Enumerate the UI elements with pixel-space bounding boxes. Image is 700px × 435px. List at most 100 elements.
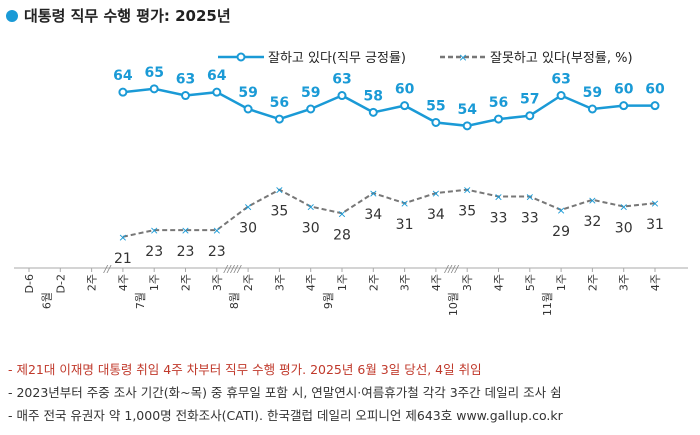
approve-data-label: 65	[144, 65, 163, 81]
x-tick-label: 2주	[242, 274, 255, 291]
disapprove-data-label: 33	[490, 210, 508, 226]
legend-approve-label: 잘하고 있다(직무 긍정률)	[268, 51, 406, 66]
x-month-label: 9월	[322, 292, 335, 309]
disapprove-data-label: 23	[145, 244, 163, 260]
disapprove-point: ×	[275, 184, 284, 197]
disapprove-point: ×	[619, 201, 628, 214]
approve-data-label: 64	[113, 68, 133, 84]
footnote-2: - 2023년부터 주중 조사 기간(화~목) 중 휴무일 포함 시, 연말연시…	[8, 385, 562, 400]
x-tick-label: 1주	[336, 274, 349, 291]
disapprove-point: ×	[306, 201, 315, 214]
chart-title-row: 대통령 직무 수행 평가: 2025년	[6, 5, 231, 26]
disapprove-point: ×	[150, 224, 159, 237]
approve-point	[619, 101, 629, 111]
approve-point	[149, 84, 159, 94]
disapprove-point: ×	[463, 184, 472, 197]
x-tick-label: D-6	[23, 274, 36, 293]
approve-data-label: 63	[176, 72, 195, 88]
approve-data-label: 60	[395, 82, 415, 98]
x-tick-label: 3주	[211, 274, 224, 291]
disapprove-data-label: 30	[302, 221, 320, 237]
disapprove-point: ×	[556, 204, 565, 217]
disapprove-data-label: 28	[333, 227, 351, 243]
x-tick-label: 2주	[86, 274, 99, 291]
axis-break-mark: //	[103, 264, 112, 275]
disapprove-data-label: 34	[364, 207, 382, 223]
approve-data-label: 63	[551, 72, 570, 88]
disapprove-data-label: 23	[177, 244, 195, 260]
disapprove-point: ×	[650, 197, 659, 210]
x-tick-label: 4주	[117, 274, 130, 291]
approve-point	[368, 107, 378, 117]
x-tick-label: D-2	[54, 274, 67, 293]
footnote-3: - 매주 전국 유권자 약 1,000명 전화조사(CATI). 한국갤럽 데일…	[8, 408, 563, 423]
chart-title: 대통령 직무 수행 평가: 2025년	[24, 7, 231, 25]
approve-point	[525, 111, 535, 121]
disapprove-point: ×	[588, 194, 597, 207]
x-tick-label: 1주	[148, 274, 161, 291]
disapprove-point: ×	[525, 190, 534, 203]
disapprove-data-label: 30	[239, 221, 257, 237]
disapprove-data-label: 32	[583, 214, 601, 230]
axis-break-mark: /////	[223, 264, 242, 275]
disapprove-point: ×	[337, 207, 346, 220]
approve-point	[650, 101, 660, 111]
approve-data-label: 57	[520, 92, 539, 108]
approve-data-label: 60	[645, 82, 665, 98]
legend-disapprove-label: 잘못하고 있다(부정률, %)	[490, 51, 633, 66]
approve-data-label: 59	[583, 85, 602, 101]
disapprove-data-label: 31	[646, 217, 664, 233]
x-tick-label: 2주	[180, 274, 193, 291]
x-tick-label: 4주	[430, 274, 443, 291]
axis-break-mark: ////	[444, 264, 460, 275]
approve-point	[243, 104, 253, 114]
x-tick-label: 3주	[618, 274, 631, 291]
x-tick-label: 3주	[461, 274, 474, 291]
x-month-label: 7월	[134, 292, 147, 309]
footnotes: - 제21대 이재명 대통령 취임 4주 차부터 직무 수행 평가. 2025년…	[8, 358, 563, 427]
approve-data-label: 64	[207, 68, 227, 84]
approve-point	[274, 114, 284, 124]
disapprove-data-label: 29	[552, 224, 570, 240]
disapprove-point: ×	[243, 201, 252, 214]
x-month-label: 11월	[541, 292, 554, 316]
x-tick-label: 2주	[367, 274, 380, 291]
disapprove-point: ×	[400, 197, 409, 210]
approve-point	[181, 91, 190, 101]
approve-point	[494, 114, 503, 124]
approve-data-label: 54	[457, 102, 477, 118]
x-tick-label: 5주	[524, 274, 537, 291]
x-tick-label: 3주	[399, 274, 412, 291]
disapprove-data-label: 31	[396, 217, 414, 233]
x-month-label: 6월	[40, 292, 53, 309]
approve-data-label: 58	[364, 88, 383, 104]
approve-point	[306, 104, 316, 114]
disapprove-point: ×	[118, 231, 127, 244]
disapprove-data-label: 35	[458, 204, 476, 220]
approve-point	[587, 104, 597, 114]
approve-data-label: 56	[489, 95, 508, 111]
disapprove-point: ×	[431, 187, 440, 200]
approve-data-label: 59	[238, 85, 257, 101]
x-tick-label: 4주	[305, 274, 318, 291]
approve-data-label: 56	[270, 95, 289, 111]
x-month-label: 8월	[228, 292, 241, 309]
approve-point	[337, 91, 347, 101]
approve-point	[400, 101, 410, 111]
approve-point	[118, 87, 128, 97]
disapprove-point: ×	[494, 190, 503, 203]
approve-point	[212, 87, 222, 97]
title-bullet-icon	[6, 9, 18, 22]
disapprove-series-line	[122, 188, 656, 238]
disapprove-point: ×	[181, 224, 190, 237]
approve-data-label: 63	[332, 72, 351, 88]
line-chart: 잘하고 있다(직무 긍정률) × 잘못하고 있다(부정률, %) D-6 D-2 2주 4주…	[14, 51, 688, 316]
disapprove-data-label: 34	[427, 207, 445, 223]
legend-disapprove-marker: ×	[458, 51, 467, 64]
approve-point	[462, 121, 472, 131]
x-tick-label: 1주	[555, 274, 568, 291]
x-tick-label: 4주	[649, 274, 662, 291]
disapprove-point: ×	[369, 187, 378, 200]
approve-point	[556, 91, 566, 101]
